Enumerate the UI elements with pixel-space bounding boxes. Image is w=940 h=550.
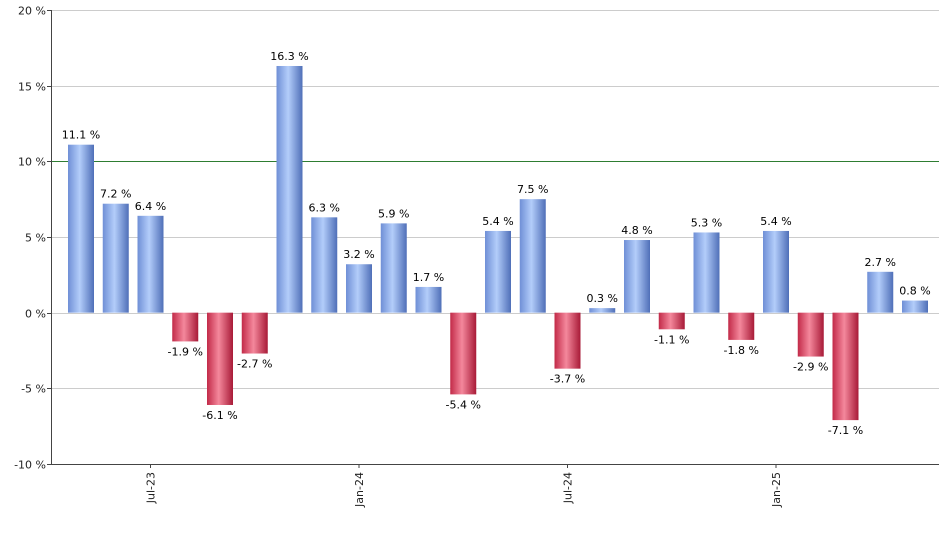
gridlines: [51, 10, 939, 465]
bar: [485, 230, 511, 313]
bar-value-label: 3.2 %: [343, 248, 374, 261]
y-tick-label: 15 %: [18, 81, 46, 94]
bar-value-label: -1.8 %: [724, 344, 759, 357]
bar-value-label: -2.9 %: [793, 361, 828, 374]
bar-value-label: 0.8 %: [899, 285, 930, 298]
x-tick-label: Jan-25: [770, 472, 783, 508]
y-tick-label: -5 %: [21, 383, 46, 396]
bar: [519, 199, 546, 313]
bar: [207, 312, 233, 405]
y-tick-label: 5 %: [25, 232, 46, 245]
bar: [728, 312, 755, 340]
bar-value-label: 5.9 %: [378, 207, 409, 220]
bar: [867, 271, 894, 313]
bar-value-label: -1.9 %: [168, 345, 203, 358]
bar: [415, 286, 442, 313]
bar-value-label: 5.4 %: [760, 215, 791, 228]
y-tick-label: 10 %: [18, 156, 46, 169]
bar: [554, 312, 581, 369]
bar: [311, 217, 338, 313]
bar: [450, 312, 477, 395]
x-tick-label: Jul-24: [562, 472, 575, 504]
bar-value-label: -6.1 %: [202, 409, 237, 422]
bar-value-label: 16.3 %: [270, 50, 308, 63]
bar: [832, 312, 859, 421]
bar: [102, 203, 129, 313]
bar-value-label: -1.1 %: [654, 333, 689, 346]
bar-value-label: 1.7 %: [413, 271, 444, 284]
bar-value-label: 2.7 %: [865, 256, 896, 269]
bar-value-label: 4.8 %: [621, 224, 652, 237]
bar: [589, 308, 616, 313]
bar-value-label: 5.3 %: [691, 216, 722, 229]
bar-value-label: 0.3 %: [587, 292, 618, 305]
bar: [763, 230, 789, 313]
bar: [172, 312, 199, 342]
bar: [380, 223, 407, 313]
bar-value-label: -2.7 %: [237, 358, 272, 371]
bar-value-label: -3.7 %: [550, 373, 585, 386]
bar: [693, 232, 720, 313]
bar-value-label: -5.4 %: [446, 398, 481, 411]
bar: [658, 312, 685, 330]
bar-value-label: -7.1 %: [828, 424, 863, 437]
y-tick-label: 0 %: [25, 308, 46, 321]
bar: [68, 144, 94, 313]
bar-value-label: 7.2 %: [100, 188, 131, 201]
bar: [137, 215, 164, 313]
y-tick-label: 20 %: [18, 5, 46, 18]
data-labels: 11.1 % 7.2 % 6.4 % -1.9 % -6.1 % -2.7 % 16.3 %…: [62, 50, 931, 437]
x-tick-label: Jan-24: [353, 472, 366, 508]
bars: [68, 65, 928, 421]
bar-value-label: 11.1 %: [62, 129, 100, 142]
y-tick-label: -10 %: [14, 459, 46, 472]
bar-value-label: 5.4 %: [482, 215, 513, 228]
bar-value-label: 6.4 %: [135, 200, 166, 213]
bar: [902, 300, 928, 313]
axes: -10 % -5 % 0 % 5 % 10 % 15 % 20 % Jul-23 Jan-24 J…: [14, 5, 939, 508]
bar: [624, 240, 650, 313]
bar: [276, 65, 303, 313]
bar: [797, 312, 824, 357]
bar: [346, 264, 372, 313]
x-tick-label: Jul-23: [145, 472, 158, 504]
bar: [241, 312, 268, 354]
bar-value-label: 6.3 %: [309, 201, 340, 214]
bar-value-label: 7.5 %: [517, 183, 548, 196]
